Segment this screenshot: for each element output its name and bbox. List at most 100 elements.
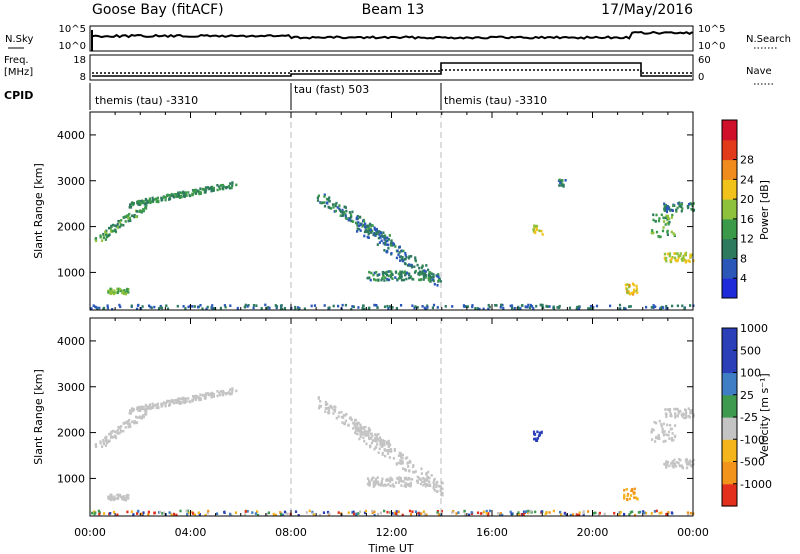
scatter-cell: [199, 304, 202, 307]
scatter-cell: [319, 399, 322, 403]
scatter-cell: [359, 435, 362, 438]
scatter-cell: [673, 435, 676, 439]
scatter-cell: [479, 512, 483, 515]
scatter-cell: [398, 476, 401, 479]
nave-line: [92, 62, 692, 77]
scatter-cell: [420, 266, 423, 269]
scatter-cell: [652, 306, 655, 309]
scatter-cell: [372, 273, 375, 277]
scatter-cell: [373, 278, 376, 281]
scatter-cell: [385, 484, 388, 487]
scatter-cell: [328, 306, 331, 309]
scatter-cell: [102, 232, 105, 236]
scatter-cell: [669, 209, 672, 212]
scatter-cell: [113, 289, 116, 292]
scatter-cell: [417, 272, 420, 276]
scatter-cell: [665, 433, 668, 436]
scatter-cell: [376, 437, 380, 441]
scatter-cell: [439, 484, 442, 488]
scatter-cell: [660, 213, 663, 217]
scatter-cell: [666, 408, 669, 411]
scatter-cell: [116, 497, 119, 501]
scatter-cell: [655, 230, 659, 234]
scatter-cell: [411, 304, 414, 307]
scatter-cell: [104, 444, 107, 447]
noise-sky-line: [91, 30, 693, 40]
scatter-cell: [517, 305, 520, 309]
scatter-cell: [230, 392, 233, 395]
scatter-cell: [133, 214, 136, 217]
scatter-cell: [94, 511, 97, 515]
scatter-cell: [383, 235, 386, 239]
scatter-cell: [398, 245, 401, 249]
scatter-cell: [532, 430, 536, 434]
scatter-cell: [325, 201, 328, 204]
scatter-cell: [325, 407, 328, 410]
scatter-cell: [422, 278, 425, 281]
scatter-cell: [548, 305, 551, 308]
scatter-cell: [408, 255, 411, 258]
scatter-cell: [433, 488, 436, 492]
scatter-cell: [303, 307, 306, 310]
scatter-cell: [575, 513, 578, 516]
scatter-cell: [645, 511, 648, 515]
scatter-cell: [358, 437, 361, 441]
scatter-cell: [157, 405, 160, 409]
scatter-cell: [383, 440, 386, 444]
scatter-cell: [382, 484, 385, 487]
scatter-cell: [120, 425, 123, 428]
scatter-cell: [670, 436, 673, 440]
scatter-cell: [184, 307, 187, 310]
scatter-cell: [687, 513, 690, 517]
scatter-cell: [629, 511, 632, 514]
scatter-cell: [485, 512, 488, 515]
scatter-cell: [424, 484, 428, 488]
scatter-cell: [182, 305, 185, 308]
scatter-cell: [363, 439, 366, 443]
scatter-cell: [628, 285, 631, 289]
freq-left-tick-bottom: 8: [80, 72, 86, 83]
scatter-cell: [376, 512, 380, 516]
scatter-cell: [414, 258, 417, 261]
scatter-cell: [246, 305, 249, 308]
scatter-cell: [328, 196, 331, 199]
scatter-cell: [671, 209, 674, 212]
scatter-cell: [98, 512, 101, 516]
scatter-cell: [419, 482, 422, 486]
scatter-cell: [362, 304, 365, 308]
scatter-cell: [592, 306, 595, 309]
scatter-cell: [670, 438, 673, 442]
scatter-cell: [109, 226, 112, 230]
scatter-cell: [128, 212, 131, 216]
velocity-ylabel: Slant Range [km]: [32, 369, 45, 465]
scatter-cell: [210, 395, 213, 399]
scatter-cell: [665, 512, 668, 516]
scatter-cell: [488, 509, 492, 513]
scatter-cell: [435, 481, 438, 485]
scatter-cell: [374, 278, 377, 282]
scatter-cell: [431, 278, 434, 281]
scatter-cell: [578, 513, 581, 517]
colorbar-segment: [722, 417, 737, 440]
scatter-cell: [357, 429, 360, 433]
scatter-cell: [357, 421, 360, 425]
scatter-cell: [517, 513, 520, 517]
scatter-cell: [385, 478, 388, 482]
scatter-cell: [131, 203, 134, 207]
scatter-cell: [666, 233, 669, 236]
scatter-cell: [334, 204, 337, 208]
scatter-cell: [420, 278, 423, 281]
scatter-cell: [404, 469, 408, 472]
scatter-cell: [122, 292, 126, 296]
scatter-cell: [343, 205, 346, 209]
scatter-cell: [126, 510, 129, 514]
scatter-cell: [143, 409, 146, 412]
scatter-cell: [332, 206, 335, 209]
scatter-cell: [204, 397, 207, 400]
scatter-cell: [404, 254, 407, 257]
scatter-cell: [395, 307, 398, 310]
scatter-cell: [129, 203, 132, 206]
y-tick-label: 3000: [57, 381, 85, 394]
scatter-cell: [666, 229, 669, 233]
scatter-cell: [348, 211, 351, 214]
